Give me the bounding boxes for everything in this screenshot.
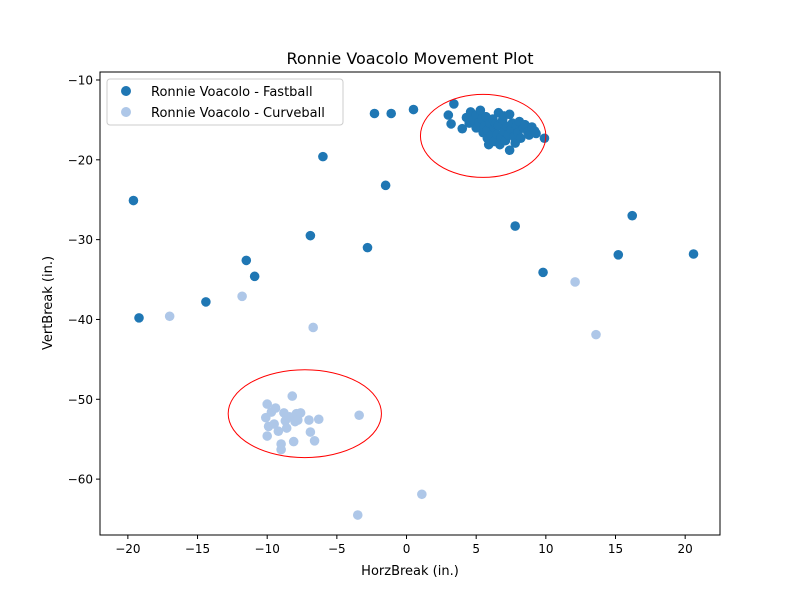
data-point [276,444,286,455]
x-tick-label: 15 [608,542,623,556]
x-tick-label: 5 [472,542,480,556]
data-point [408,104,419,115]
y-axis-ticks: −10 −20 −30 −40 −50 −60 [68,73,100,487]
data-point [318,151,328,162]
chart-title: Ronnie Voacolo Movement Plot [286,49,533,68]
data-point [270,403,281,413]
y-tick-label: −60 [68,473,93,487]
data-point [613,250,624,260]
data-point [305,230,316,241]
x-tick-label: −15 [185,542,210,556]
data-point [287,391,298,401]
y-tick-label: −40 [68,313,93,327]
data-point [305,427,316,437]
x-tick-label: 10 [538,542,553,556]
data-point [570,277,580,287]
y-tick-label: −30 [68,233,93,247]
data-point [308,322,318,333]
data-point [449,99,459,109]
highlight-ellipse [227,369,382,459]
data-point [273,426,284,437]
x-axis-label: HorzBreak (in.) [361,564,459,579]
data-point [627,210,638,221]
data-point [293,415,303,425]
data-point [304,415,314,425]
data-point [531,128,541,139]
data-point [446,119,456,129]
legend-marker-curveball [121,107,131,117]
data-point [262,431,272,441]
y-tick-label: −10 [68,73,93,87]
series-fastball [128,99,699,323]
x-tick-label: −10 [255,542,280,556]
data-point [354,410,364,421]
data-point [309,436,320,446]
legend-label-fastball: Ronnie Voacolo - Fastball [151,85,313,100]
data-point [295,408,306,418]
data-point [504,109,515,120]
data-point [457,123,468,134]
x-tick-label: −5 [328,542,346,556]
data-point [515,133,526,144]
data-point [134,313,144,323]
data-point [591,329,601,340]
data-point [281,423,292,433]
x-tick-label: −20 [115,542,140,556]
data-point [241,255,252,266]
data-point [128,195,139,206]
y-tick-label: −20 [68,153,93,167]
x-tick-label: 20 [678,542,693,556]
legend: Ronnie Voacolo - Fastball Ronnie Voacolo… [106,78,344,126]
data-point [443,110,454,120]
data-point [269,419,279,429]
y-axis-label: VertBreak (in.) [41,256,56,350]
data-points [128,99,699,520]
data-point [475,105,486,116]
data-point [538,267,548,278]
data-point [262,399,272,409]
highlight-ellipse [419,93,547,178]
data-point [369,108,380,119]
data-point [352,510,363,520]
y-tick-label: −50 [68,393,93,407]
data-point [164,311,175,322]
data-point [417,489,427,500]
x-tick-label: 0 [403,542,411,556]
series-curveball [164,277,601,520]
data-point [237,291,247,302]
plot-area: −20 −15 −10 −5 0 5 10 15 20 −10−20−30−40−50−60 [68,71,721,556]
data-point [504,145,515,156]
data-point [362,242,373,253]
data-point [510,221,520,231]
data-point [688,249,699,259]
data-point [380,180,391,191]
highlight-ellipses [227,93,547,459]
data-point [249,271,260,282]
data-point [201,297,211,307]
data-point [386,108,396,119]
legend-box [106,78,344,126]
legend-label-curveball: Ronnie Voacolo - Curveball [151,106,325,121]
axes-frame [99,71,721,536]
legend-marker-fastball [121,86,131,96]
x-axis-ticks: −20 −15 −10 −5 0 5 10 15 20 [115,535,693,556]
data-point [313,414,324,425]
data-point [539,133,550,144]
data-point [288,436,299,447]
